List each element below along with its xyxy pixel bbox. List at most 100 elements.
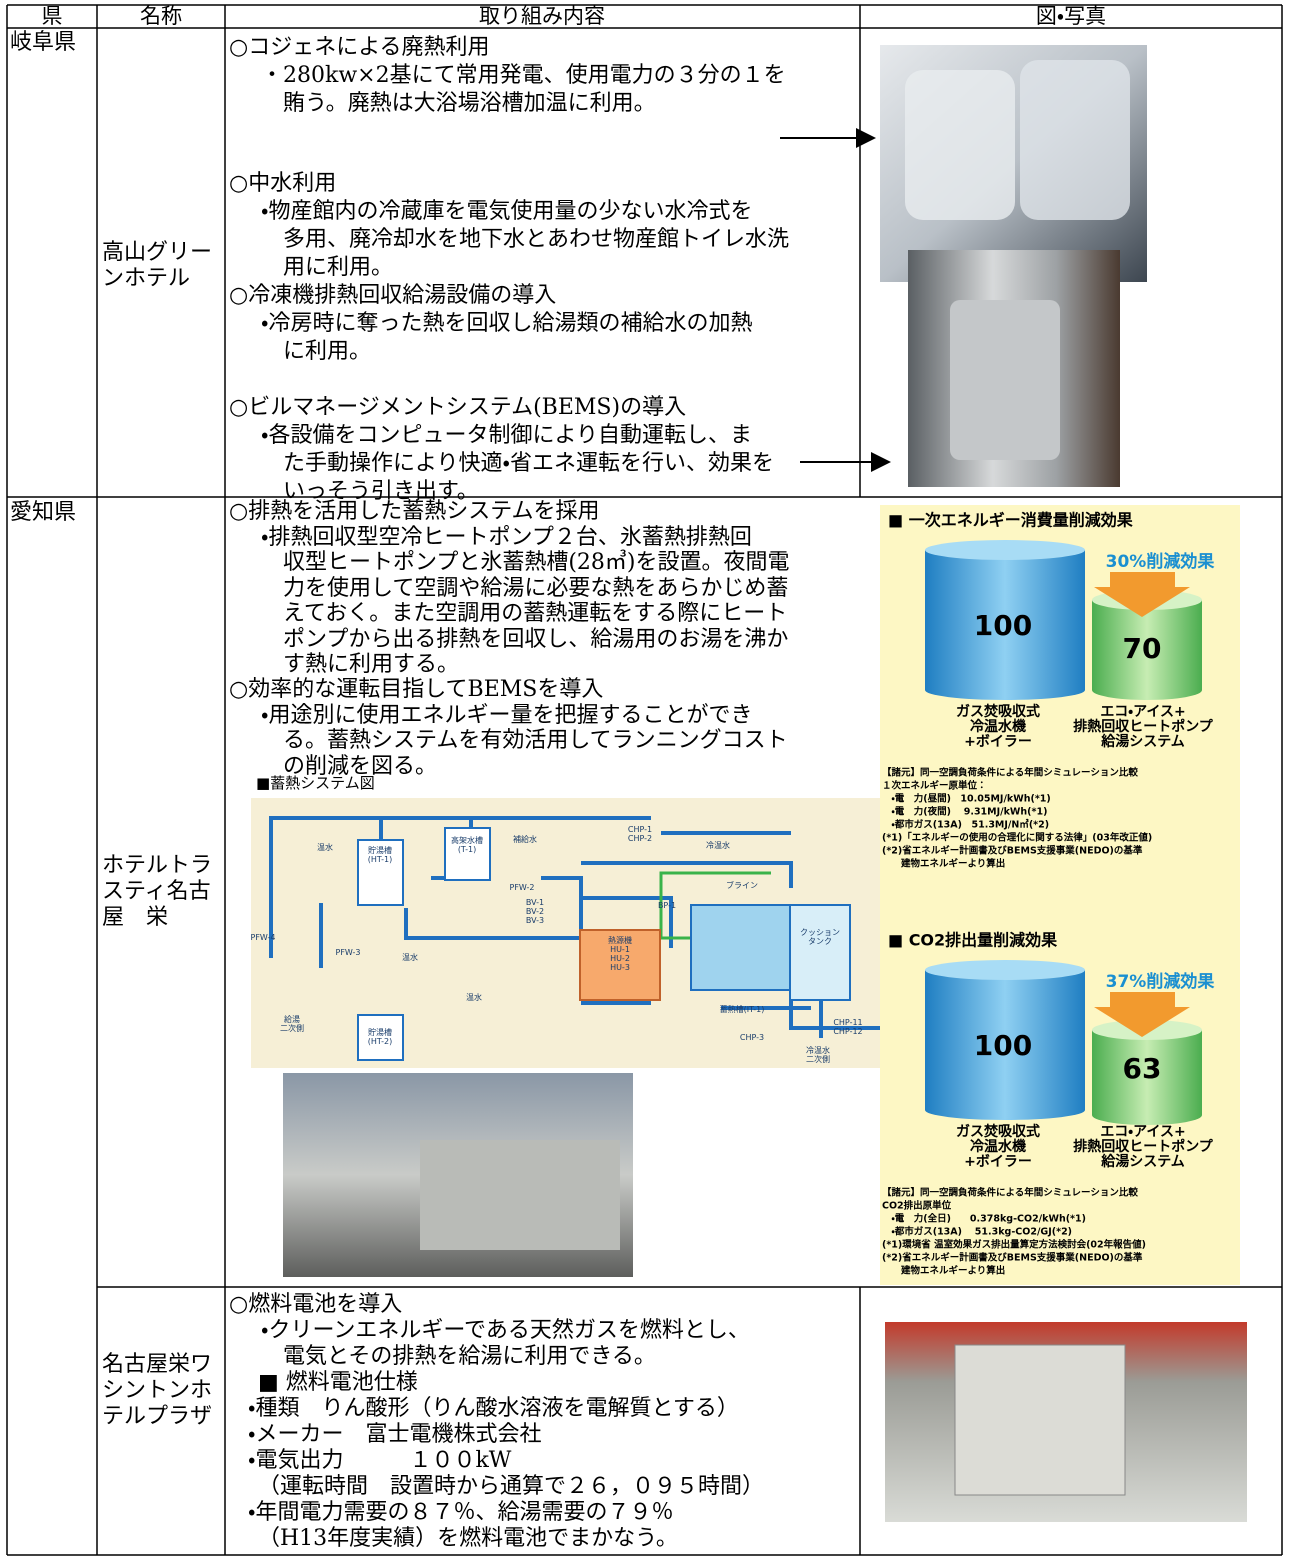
- hotel-name: 高山グリーンホテル: [102, 240, 213, 291]
- item-body: た手動操作により快適・省エネ運転を行い、効果を: [283, 451, 775, 476]
- diagram-label: クッション: [800, 928, 840, 937]
- cylinder-label: 給湯システム: [1100, 1153, 1185, 1170]
- table-lines: [6, 4, 1283, 1556]
- diagram-label: BV-3: [526, 916, 544, 925]
- storage-tank: [690, 904, 792, 991]
- cylinder: [925, 680, 1085, 700]
- item-heading: ○排熱を活用した蓄熱システムを採用: [229, 499, 600, 524]
- item-body: 用に利用。: [283, 255, 394, 280]
- item-body: 多用、廃冷却水を地下水とあわせ物産館トイレ水洗: [283, 227, 790, 252]
- cylinder: [1092, 1030, 1202, 1115]
- note: 【諸元】同一空調負荷条件による年間シミュレーション比較: [882, 1187, 1138, 1199]
- note: 建物エネルギーより算出: [882, 1265, 1005, 1277]
- cylinder-label: 給湯システム: [1100, 733, 1185, 750]
- item-body: いっそう引き出す。: [283, 479, 479, 504]
- cylinder-label: 冷温水機: [970, 718, 1026, 735]
- tank: [357, 1014, 404, 1061]
- arrow: [1094, 572, 1190, 617]
- cylinder-label: エコ・アイス+: [1100, 1124, 1185, 1140]
- note: (*2)省エネルギー計画書及びBEMS支援事業(NEDO)の基準: [882, 1252, 1143, 1264]
- item-heading: ○コジェネによる廃熱利用: [229, 35, 490, 60]
- diagram-label: PFW-4: [251, 933, 276, 942]
- note: CO2排出原単位: [882, 1200, 952, 1212]
- spec-line: （H13年度実績）を燃料電池でまかなう。: [258, 1526, 678, 1551]
- infographic-title: ■ CO2排出量削減効果: [888, 931, 1057, 950]
- spec-line: ・種類 りん酸形（りん酸水溶液を電解質とする）: [248, 1396, 739, 1421]
- cushion-tank: [789, 904, 851, 1001]
- diagram: 温水 貯湯槽(HT-1)高架水槽(T-1)補給水CHP-1CHP-2冷温水PFW-…: [251, 798, 880, 1068]
- diagram-label: BV-1: [526, 898, 544, 907]
- item-body: に利用。: [283, 339, 372, 364]
- spec-line: （運転時間 設置時から通算で２６，０９５時間）: [258, 1474, 765, 1499]
- note: (*2)省エネルギー計画書及びBEMS支援事業(NEDO)の基準: [882, 845, 1143, 857]
- cylinder-label: エコ・アイス+: [1100, 704, 1185, 720]
- item-body: ・物産館内の冷蔵庫を電気使用量の少ない水冷式を: [261, 199, 753, 224]
- item-body: ・排熱回収型空冷ヒートポンプ２台、氷蓄熱排熱回: [261, 524, 752, 550]
- diagram-label: タンク: [808, 937, 832, 946]
- infographic: ■ 一次エネルギー消費量削減効果30%削減効果10070ガス焚吸収式冷温水機+ボ…: [880, 505, 1240, 1285]
- note: (*1)「エネルギーの使用の合理化に関する法律」(03年改正値): [882, 832, 1152, 844]
- photo-detail: [1020, 60, 1130, 220]
- item-body: 電気とその排熱を給湯に利用できる。: [283, 1344, 656, 1369]
- value: 100: [974, 1029, 1032, 1062]
- arrows: [780, 128, 891, 472]
- item-body: 賄う。廃熱は大浴場浴槽加温に利用。: [283, 91, 656, 116]
- value: 70: [1123, 632, 1162, 665]
- note: ・都市ガス(13A) 51.3kg-CO2/GJ(*2): [882, 1226, 1072, 1238]
- item-heading: ○中水利用: [229, 171, 337, 196]
- cylinder-label: ガス焚吸収式: [956, 703, 1040, 720]
- infographic-title: ■ 一次エネルギー消費量削減効果: [888, 511, 1133, 530]
- cylinder: [925, 540, 1085, 560]
- photo-detail: [950, 300, 1060, 460]
- header-cell: 図・写真: [1035, 4, 1107, 28]
- pipe: [319, 903, 880, 1038]
- value: 100: [974, 609, 1032, 642]
- spec-line: ・年間電力需要の８７％、給湯需要の７９％: [248, 1500, 674, 1525]
- diagram-label: 熱源機: [608, 935, 632, 945]
- diagram-label: 貯湯槽: [368, 1027, 392, 1037]
- note: １次エネルギー原単位：: [882, 780, 987, 792]
- diagram-label: 補給水: [513, 834, 537, 844]
- diagram-label: 貯湯槽: [368, 845, 392, 855]
- photo-detail: [905, 70, 1015, 220]
- item-body: の削減を図る。: [283, 753, 438, 779]
- note: ・電 力(夜間) 9.31MJ/kWh(*1): [882, 806, 1047, 818]
- diagram-label: ブライン: [726, 880, 758, 890]
- cylinder-label: 排熱回収ヒートポンプ: [1073, 1138, 1214, 1155]
- diagram-label: 温水: [402, 952, 418, 962]
- item-body: ・用途別に使用エネルギー量を把握することができ: [261, 702, 753, 728]
- item-body: ・280kw×2基にて常用発電、使用電力の３分の１を: [261, 63, 786, 88]
- cylinder-label: +ボイラー: [964, 734, 1032, 750]
- header-cell: 名称: [140, 4, 182, 28]
- diagram-label: PFW-2: [510, 883, 535, 892]
- item-body: る。蓄熱システムを有効活用してランニングコスト: [283, 728, 788, 753]
- prefecture: 岐阜県: [10, 30, 77, 55]
- item-heading: ○冷凍機排熱回収給湯設備の導入: [229, 283, 557, 308]
- cylinder: [1092, 600, 1202, 690]
- note: (*1)環境省 温室効果ガス排出量算定方法検討会(02年報告値): [882, 1239, 1146, 1251]
- diagram-label: CHP-1: [628, 825, 652, 834]
- diagram-label: 二次側: [280, 1023, 304, 1033]
- item-body: 力を使用して空調や給湯に必要な熱をあらかじめ蓄: [283, 575, 789, 601]
- diagram-label: (T-1): [458, 845, 476, 854]
- diagram-label: CHP-12: [833, 1027, 862, 1036]
- note: 【諸元】同一空調負荷条件による年間シミュレーション比較: [882, 767, 1138, 779]
- cylinder-label: 冷温水機: [970, 1138, 1026, 1155]
- diagram-title: ■蓄熱システム図: [256, 774, 375, 792]
- diagram-label: CHP-2: [628, 834, 652, 843]
- note: ・電 力(昼間) 10.05MJ/kWh(*1): [882, 793, 1051, 805]
- spec-line: ・電気出力 １００kW: [248, 1448, 512, 1473]
- diagram-label: 冷温水: [806, 1045, 830, 1055]
- note: ・都市ガス(13A) 51.3MJ/N㎥(*2): [882, 819, 1049, 831]
- header-cell: 県: [41, 4, 63, 28]
- header-cell: 取り組み内容: [479, 4, 605, 28]
- item-heading: ○ビルマネージメントシステム(BEMS)の導入: [229, 395, 687, 420]
- cylinder: [925, 1100, 1085, 1120]
- item-heading: ○燃料電池を導入: [229, 1292, 403, 1317]
- cylinder-label: +ボイラー: [964, 1154, 1032, 1170]
- reduction: 30%削減効果: [1106, 551, 1215, 572]
- diagram-label: 蓄熱槽(IT-1): [720, 1004, 765, 1014]
- arrow: [1094, 992, 1190, 1037]
